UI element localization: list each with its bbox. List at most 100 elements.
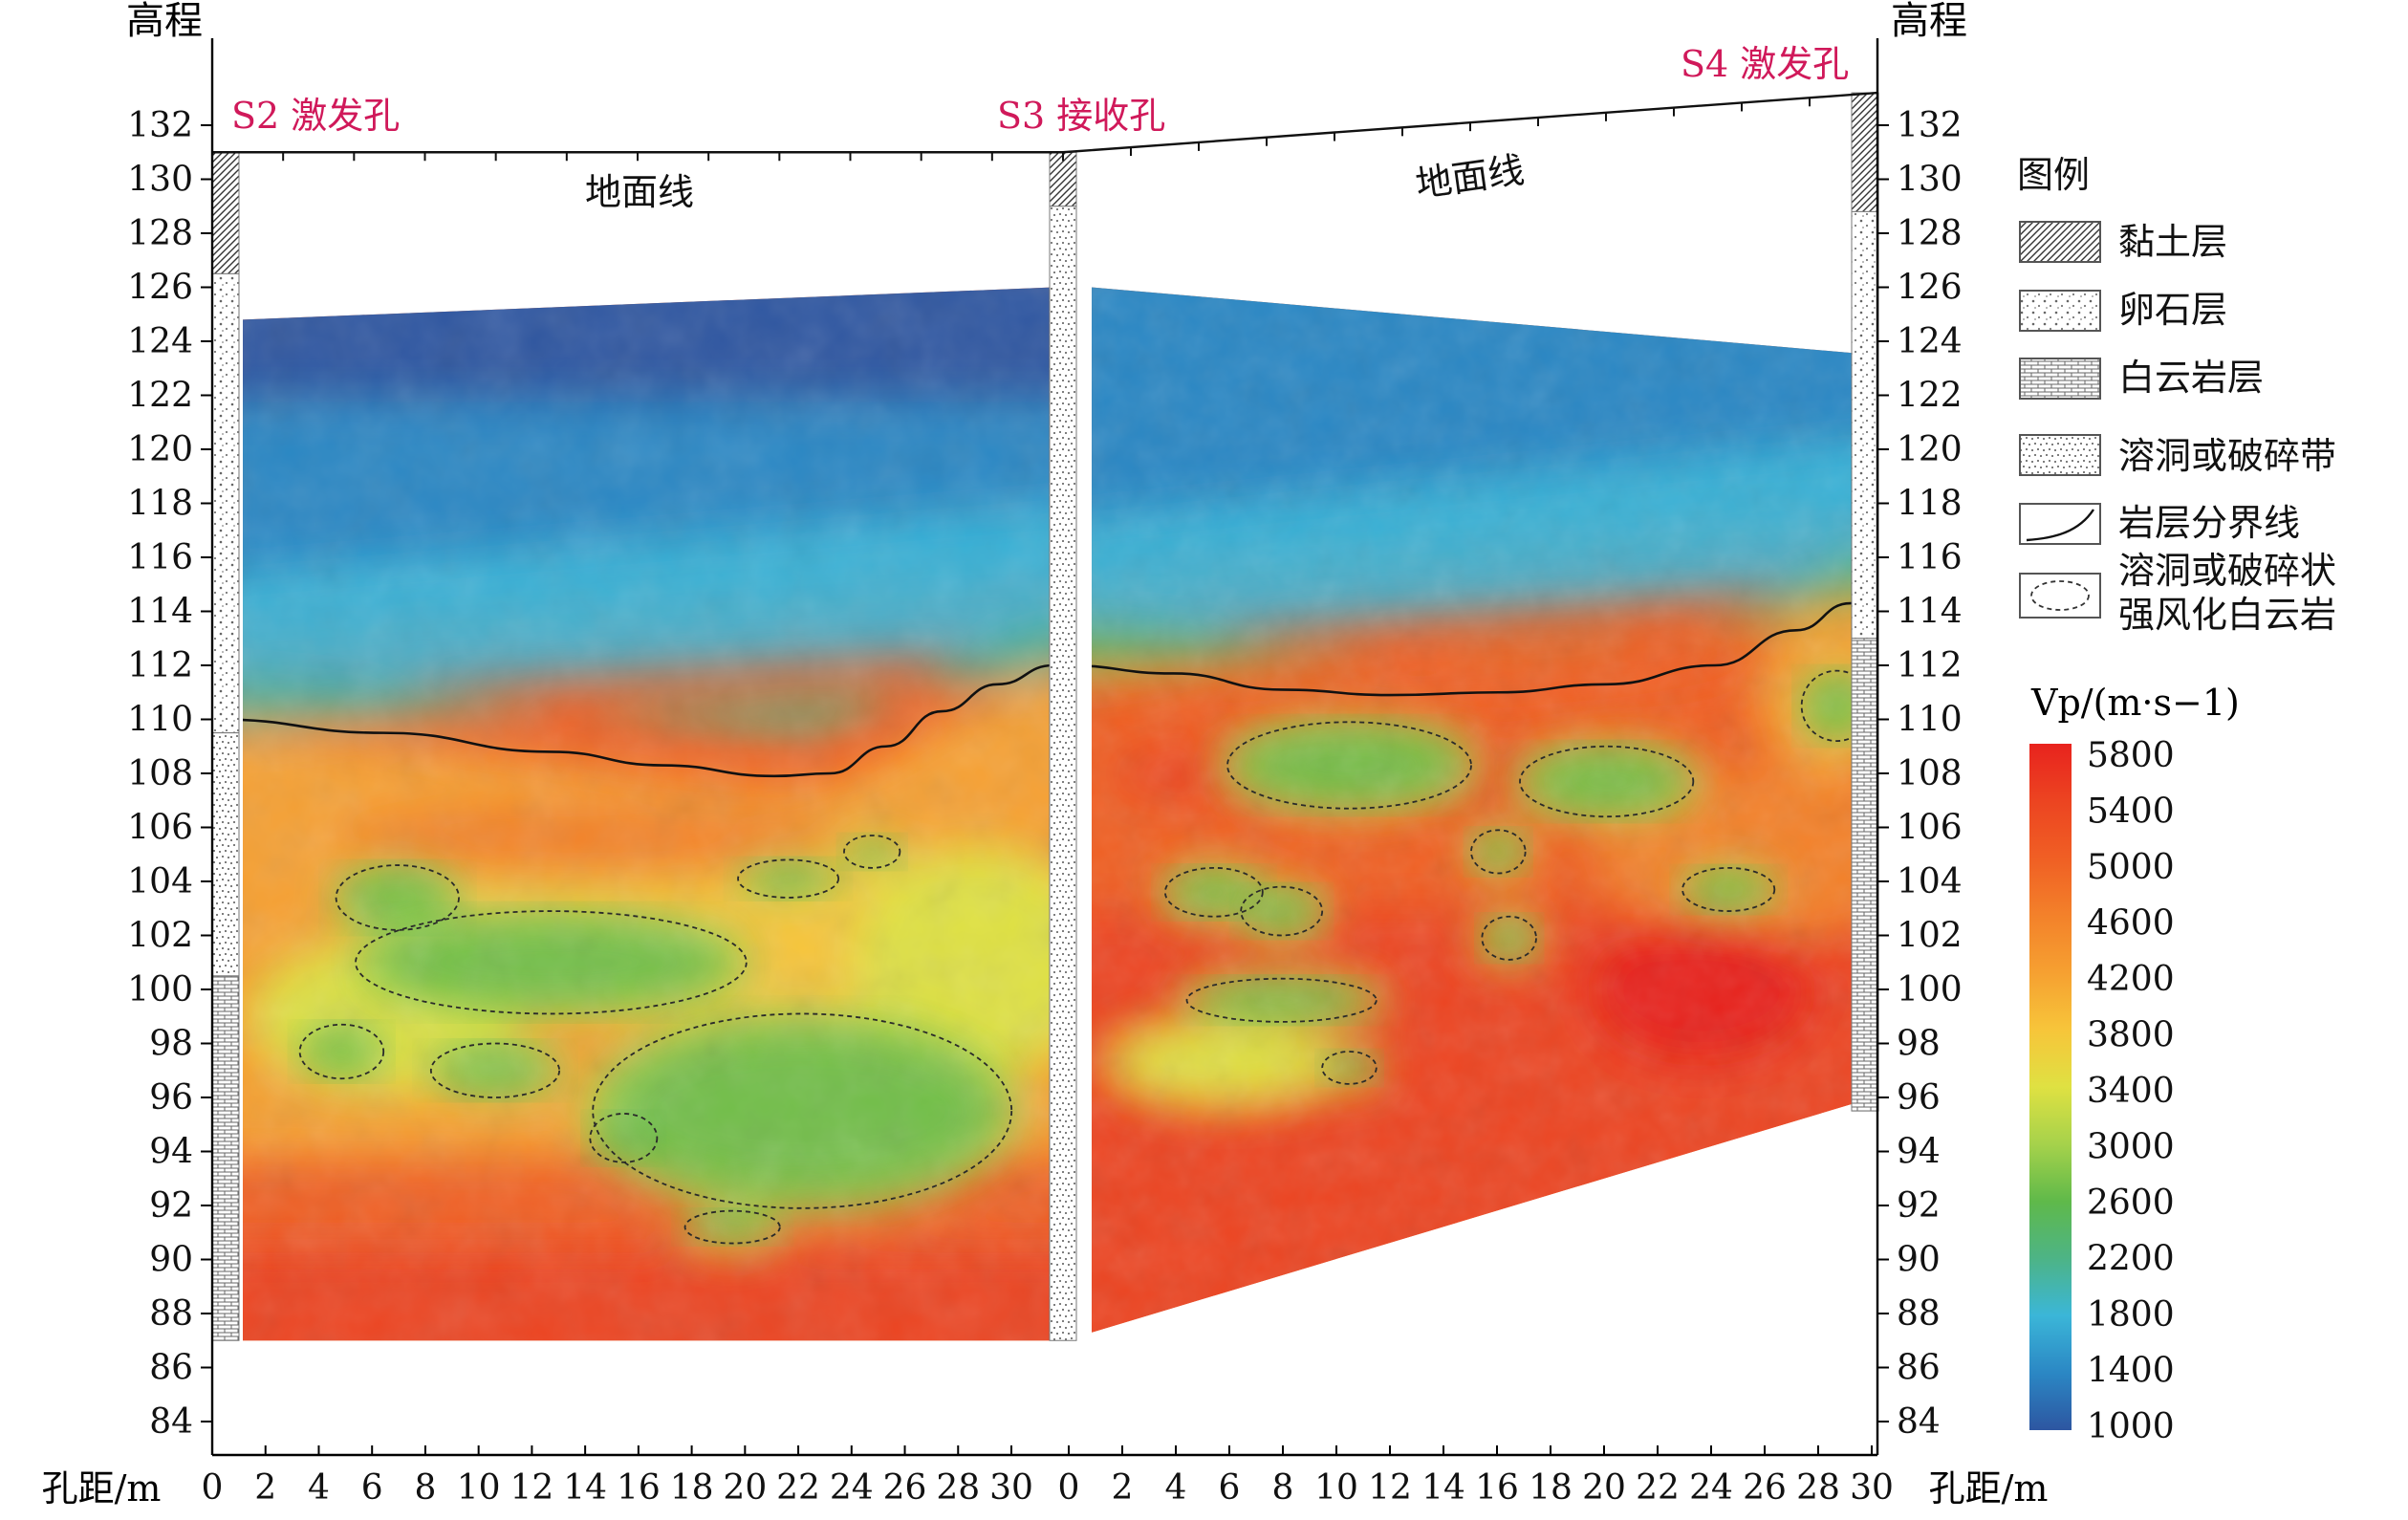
y-tick-label-right: 114 <box>1897 593 1963 632</box>
ground-label-left: 地面线 <box>585 171 694 213</box>
zone-outline-S2-S3-3 <box>429 1042 561 1098</box>
y-tick-label-left: 122 <box>127 377 193 416</box>
y-tick-label-right: 118 <box>1897 485 1963 524</box>
zone-outline-S3-S4-4 <box>1240 885 1324 937</box>
legend-label-pebble: 卵石层 <box>2118 289 2227 331</box>
legend-swatch-dolomite <box>2019 358 2101 400</box>
colorbar-tick-label: 3000 <box>2087 1128 2175 1167</box>
legend-title: 图例 <box>2017 154 2090 196</box>
borehole-layer-dolo <box>211 975 240 1341</box>
x-tick-label-S2-S3: 22 <box>776 1468 820 1508</box>
x-tick-label-S2-S3: 28 <box>936 1468 980 1508</box>
y-tick-label-left: 106 <box>127 809 193 848</box>
y-tick-label-left: 120 <box>127 430 193 469</box>
x-tick-label-S2-S3: 16 <box>617 1468 661 1508</box>
zone-outline-S3-S4-8 <box>1321 1051 1378 1085</box>
colorbar-tick-label: 3400 <box>2087 1072 2175 1111</box>
zone-outline-S2-S3-5 <box>592 1012 1013 1209</box>
hole-label-s4: S4 激发孔 <box>1681 43 1849 85</box>
y-tick-label-right: 92 <box>1897 1186 1941 1226</box>
x-tick-label-S2-S3: 14 <box>563 1468 607 1508</box>
borehole-layer-pebble <box>1851 210 1879 640</box>
legend-label-boundary: 岩层分界线 <box>2118 502 2300 544</box>
zone-outline-S3-S4-0 <box>1226 721 1472 810</box>
x-tick-label-S2-S3: 2 <box>254 1468 276 1508</box>
x-tick-label-S2-S3: 26 <box>883 1468 927 1508</box>
colorbar-tick-label: 5400 <box>2087 793 2175 832</box>
hole-label-s3: S3 接收孔 <box>997 95 1165 137</box>
x-tick-label-S3-S4: 2 <box>1112 1468 1134 1508</box>
ground-label-right: 地面线 <box>1413 148 1527 205</box>
panel-texture <box>1092 287 1874 1333</box>
colorbar-tick-label: 5000 <box>2087 848 2175 887</box>
colorbar-tick-label: 2200 <box>2087 1240 2175 1279</box>
colorbar-gradient <box>2029 744 2072 1430</box>
x-tick-label-S2-S3: 4 <box>308 1468 330 1508</box>
colorbar-tick-label: 1400 <box>2087 1352 2175 1391</box>
y-tick-label-left: 102 <box>127 917 193 956</box>
borehole-layer-cave <box>1049 206 1077 1341</box>
y-tick-label-left: 100 <box>127 970 193 1010</box>
legend-line: 强风化白云岩 <box>2118 594 2336 636</box>
y-tick-label-right: 110 <box>1897 701 1963 740</box>
hole-label-s2: S2 激发孔 <box>231 95 400 137</box>
x-tick-label-S3-S4: 20 <box>1582 1468 1626 1508</box>
x-tick-label-S3-S4: 0 <box>1058 1468 1080 1508</box>
legend-swatch-pebble <box>2019 290 2101 332</box>
y-tick-label-right: 122 <box>1897 377 1963 416</box>
y-tick-label-right: 128 <box>1897 214 1963 253</box>
y-tick-label-right: 100 <box>1897 970 1963 1010</box>
y-tick-label-left: 112 <box>127 646 193 685</box>
y-tick-label-left: 104 <box>127 862 193 901</box>
zone-outline-S2-S3-6 <box>683 1209 781 1245</box>
y-tick-label-right: 108 <box>1897 754 1963 793</box>
colorbar: Vp/(m·s−1) 5800 5400 5000 4600 4200 3800 3400 3… <box>2029 682 2240 1446</box>
boundary-line-S3-S4 <box>1092 597 1874 697</box>
colorbar-tick-label: 3800 <box>2087 1016 2175 1055</box>
y-tick-label-left: 88 <box>149 1294 193 1334</box>
x-tick-label-S3-S4: 28 <box>1796 1468 1840 1508</box>
x-tick-label-S3-S4: 22 <box>1636 1468 1680 1508</box>
y-tick-label-right: 102 <box>1897 917 1963 956</box>
borehole-2 <box>1851 92 1879 1112</box>
colorbar-tick-label: 4600 <box>2087 904 2175 944</box>
colorbar-tick-label: 2600 <box>2087 1183 2175 1223</box>
x-axis-title-left: 孔距/m <box>42 1467 162 1509</box>
legend-label-clay: 黏土层 <box>2118 221 2227 263</box>
y-tick-label-left: 94 <box>149 1133 193 1172</box>
y-tick-label-left: 96 <box>149 1078 193 1118</box>
velocity-panel-S3-S4 <box>1092 287 1874 1333</box>
x-axis-title-right: 孔距/m <box>1929 1467 2049 1509</box>
zone-outline-S2-S3-7 <box>737 858 840 899</box>
zone-outline-S3-S4-3 <box>1163 866 1264 918</box>
x-tick-label-S2-S3: 6 <box>361 1468 383 1508</box>
zone-outline-S3-S4-1 <box>1519 745 1695 818</box>
colorbar-tick-label: 1000 <box>2087 1407 2175 1446</box>
y-tick-label-left: 92 <box>149 1186 193 1226</box>
velocity-panel-S2-S3 <box>243 287 1053 1341</box>
x-tick-label-S3-S4: 14 <box>1421 1468 1465 1508</box>
x-tick-label-S3-S4: 16 <box>1475 1468 1519 1508</box>
y-tick-label-right: 84 <box>1897 1402 1941 1442</box>
y-tick-label-left: 110 <box>127 701 193 740</box>
zone-outline-S2-S3-0 <box>335 864 460 931</box>
borehole-layer-pebble <box>211 272 240 734</box>
borehole-layer-clay <box>1851 92 1879 212</box>
x-tick-label-S3-S4: 8 <box>1272 1468 1294 1508</box>
y-tick-label-right: 132 <box>1897 106 1963 145</box>
legend-swatch-cave <box>2019 434 2101 476</box>
borehole-1 <box>1049 151 1077 1341</box>
y-tick-label-right: 120 <box>1897 430 1963 469</box>
panel-texture <box>243 287 1053 1341</box>
borehole-layer-cave <box>211 732 240 977</box>
y-tick-label-left: 132 <box>127 106 193 145</box>
y-tick-label-right: 88 <box>1897 1294 1941 1334</box>
colorbar-tick-labels: 5800 5400 5000 4600 4200 3800 3400 3000 2600 2200… <box>2087 736 2175 1446</box>
colorbar-label: Vp/(m·s−1) <box>2030 682 2240 724</box>
y-tick-label-left: 124 <box>127 322 193 361</box>
legend-boundary-line-icon <box>2026 509 2095 542</box>
y-tick-label-left: 116 <box>127 538 193 577</box>
x-tick-label-S2-S3: 12 <box>510 1468 553 1508</box>
y-tick-label-right: 112 <box>1897 646 1963 685</box>
